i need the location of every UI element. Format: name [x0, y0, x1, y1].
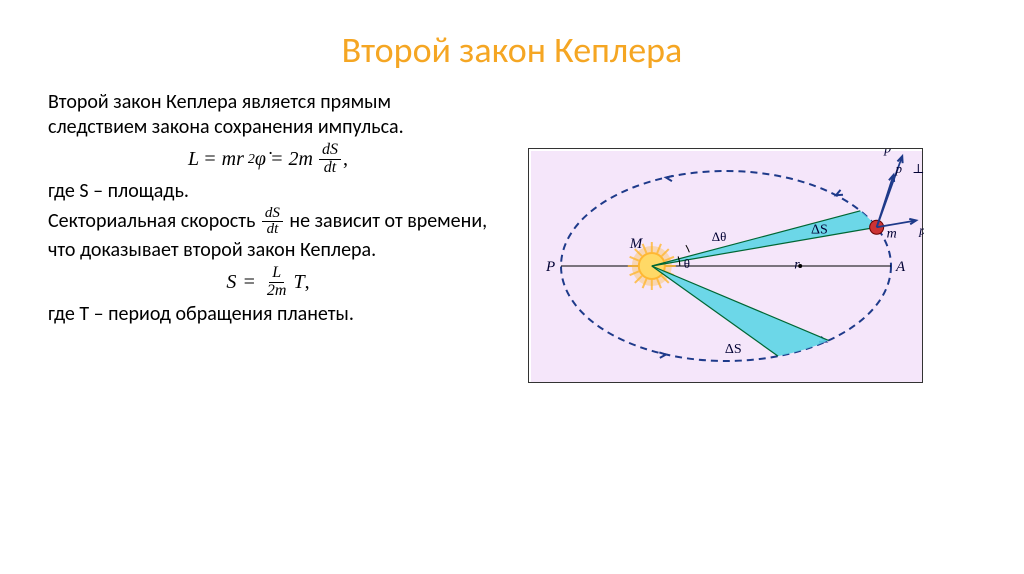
page-title: Второй закон Кеплера [0, 0, 1024, 90]
formula-2: S = L 2m T, [48, 265, 488, 300]
svg-text:P: P [545, 259, 555, 275]
content-area: Второй закон Кеплера является прямым сле… [0, 90, 1024, 383]
kepler-diagram: P A Mm r⃗ θ Δθ ΔS ΔS p⃗ p⃗ᵣ p⃗⊥ [528, 148, 923, 383]
svg-text:p⃗⊥: p⃗⊥ [895, 161, 924, 176]
where-s: где S – площадь. [48, 179, 488, 204]
text-column: Второй закон Кеплера является прямым сле… [48, 90, 488, 383]
diagram-column: P A Mm r⃗ θ Δθ ΔS ΔS p⃗ p⃗ᵣ p⃗⊥ [488, 90, 976, 383]
svg-text:ΔS: ΔS [811, 222, 828, 237]
svg-text:m: m [887, 226, 897, 241]
svg-text:A: A [895, 259, 906, 275]
svg-text:p⃗ᵣ: p⃗ᵣ [918, 222, 924, 237]
formula-1: L = mr2φ̇ = 2m dS dt , [48, 142, 488, 177]
svg-text:ΔS: ΔS [725, 342, 742, 357]
where-t: где T – период обращения планеты. [48, 302, 488, 327]
svg-text:r⃗: r⃗ [794, 258, 810, 273]
sectorial-speed-text: Секториальная скорость dS dt не зависит … [48, 206, 488, 264]
intro-text: Второй закон Кеплера является прямым сле… [48, 90, 488, 140]
svg-text:M: M [629, 236, 644, 252]
svg-text:Δθ: Δθ [712, 229, 727, 244]
svg-text:θ: θ [684, 256, 690, 271]
svg-text:p⃗: p⃗ [883, 149, 902, 156]
